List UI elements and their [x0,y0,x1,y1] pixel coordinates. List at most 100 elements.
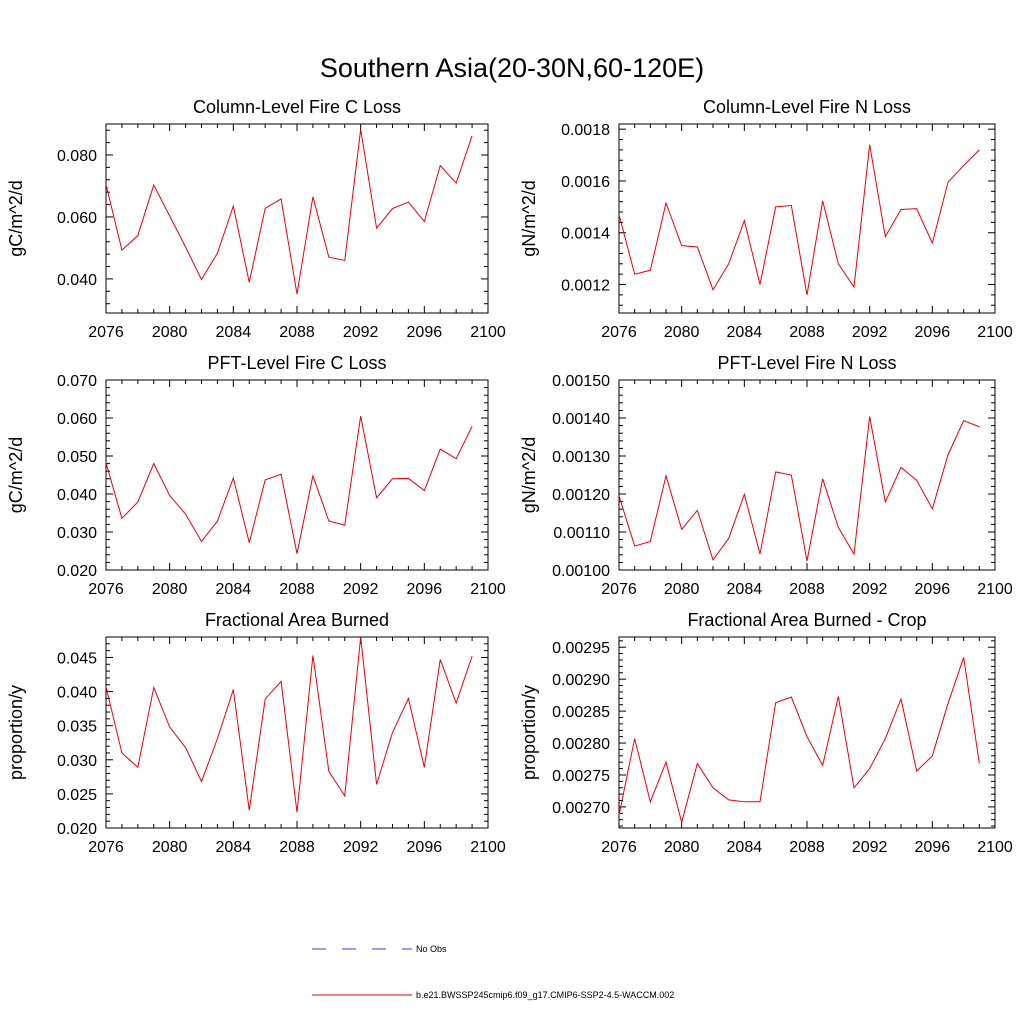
x-tick-label: 2100 [977,324,1013,341]
y-tick-label: 0.00270 [552,800,610,817]
x-tick-label: 2088 [789,839,825,856]
y-axis-label: proportion/y [519,685,539,780]
panel-title: Column-Level Fire C Loss [193,97,401,117]
series-line [105,636,473,813]
x-tick-label: 2084 [727,581,763,598]
series-line [105,416,473,554]
x-tick-label: 2088 [789,324,825,341]
y-tick-label: 0.0016 [561,174,610,191]
plot-frame [105,123,489,314]
chart-panel-4: PFT-Level Fire N Loss gN/m^2/d 2076 2080 208… [519,353,1013,598]
x-tick-label: 2096 [407,839,443,856]
y-tick-label: 0.00295 [552,640,610,657]
x-tick-label: 2080 [152,324,188,341]
x-tick-label: 2080 [152,581,188,598]
figure-title: Southern Asia(20-30N,60-120E) [320,53,704,83]
x-tick-label: 2088 [789,581,825,598]
x-tick-label: 2092 [343,324,379,341]
y-tick-label: 0.050 [57,449,97,466]
x-tick-label: 2096 [915,839,951,856]
x-tick-label: 2092 [343,581,379,598]
x-tick-label: 2080 [664,324,700,341]
x-tick-label: 2084 [727,839,763,856]
plot-frame [105,636,489,829]
x-tick-label: 2076 [601,839,637,856]
y-tick-label: 0.040 [57,685,97,702]
chart-panel-5: Fractional Area Burned proportion/y 2076 20… [6,610,506,856]
x-tick-label: 2092 [343,839,379,856]
chart-panel-3: PFT-Level Fire C Loss gC/m^2/d 2076 2080 208… [6,353,506,598]
x-tick-label: 2084 [216,324,252,341]
y-tick-label: 0.00120 [552,487,610,504]
y-tick-label: 0.00290 [552,672,610,689]
x-tick-label: 2100 [470,581,506,598]
x-tick-label: 2100 [470,324,506,341]
y-tick-label: 0.00150 [552,373,610,390]
x-tick-label: 2080 [664,581,700,598]
y-tick-label: 0.040 [57,272,97,289]
x-tick-label: 2100 [977,581,1013,598]
y-tick-label: 0.070 [57,373,97,390]
y-axis-label: proportion/y [6,685,26,780]
plot-frame [618,379,996,571]
x-tick-label: 2084 [727,324,763,341]
y-axis-label: gC/m^2/d [6,180,26,256]
y-tick-label: 0.00280 [552,736,610,753]
x-tick-label: 2096 [407,324,443,341]
legend: No Obs b.e21.BWSSP245cmip6.f09_g17.CMIP6… [312,944,674,1000]
y-tick-label: 0.00110 [553,525,610,542]
y-tick-label: 0.00130 [552,449,610,466]
x-tick-label: 2080 [664,839,700,856]
y-tick-label: 0.080 [57,148,97,165]
y-tick-label: 0.00140 [552,411,610,428]
y-tick-label: 0.060 [57,411,97,428]
panel-title: Fractional Area Burned - Crop [687,610,926,630]
y-tick-label: 0.00100 [552,563,610,580]
legend-model-label: b.e21.BWSSP245cmip6.f09_g17.CMIP6-SSP2-4… [416,990,674,1000]
x-tick-label: 2100 [470,839,506,856]
x-tick-label: 2092 [852,839,888,856]
series-line [618,657,980,825]
y-tick-label: 0.0018 [561,122,610,139]
chart-panel-2: Column-Level Fire N Loss gN/m^2/d 2076 2080… [519,97,1013,341]
x-tick-label: 2088 [279,839,315,856]
x-tick-label: 2096 [915,581,951,598]
x-tick-label: 2076 [601,581,637,598]
x-tick-label: 2076 [88,324,124,341]
x-tick-label: 2096 [407,581,443,598]
x-tick-label: 2084 [216,839,252,856]
x-tick-label: 2080 [152,839,188,856]
series-line [105,129,473,295]
y-tick-label: 0.020 [57,821,97,838]
y-tick-label: 0.045 [57,650,97,667]
x-tick-label: 2088 [279,324,315,341]
x-tick-label: 2076 [601,324,637,341]
series-line [618,144,980,295]
x-tick-label: 2088 [279,581,315,598]
chart-panel-1: Column-Level Fire C Loss gC/m^2/d 2076 2080… [6,97,506,341]
x-tick-label: 2076 [88,839,124,856]
y-axis-label: gN/m^2/d [519,180,539,256]
y-tick-label: 0.035 [57,719,97,736]
y-tick-label: 0.00275 [552,768,610,785]
x-tick-label: 2096 [915,324,951,341]
x-tick-label: 2084 [216,581,252,598]
y-axis-label: gN/m^2/d [519,437,539,513]
panel-title: Fractional Area Burned [205,610,389,630]
chart-panels: Column-Level Fire C Loss gC/m^2/d 2076 2080… [6,97,1013,856]
y-tick-label: 0.060 [57,210,97,227]
y-tick-label: 0.030 [57,525,97,542]
panel-title: PFT-Level Fire C Loss [207,353,386,373]
series-line [618,416,980,561]
x-tick-label: 2092 [852,581,888,598]
y-tick-label: 0.0012 [561,278,610,295]
y-tick-label: 0.0014 [561,226,610,243]
y-tick-label: 0.030 [57,753,97,770]
chart-panel-6: Fractional Area Burned - Crop proportion/… [519,610,1013,856]
y-tick-label: 0.040 [57,487,97,504]
y-tick-label: 0.025 [57,787,97,804]
panel-title: PFT-Level Fire N Loss [717,353,896,373]
x-tick-label: 2100 [977,839,1013,856]
